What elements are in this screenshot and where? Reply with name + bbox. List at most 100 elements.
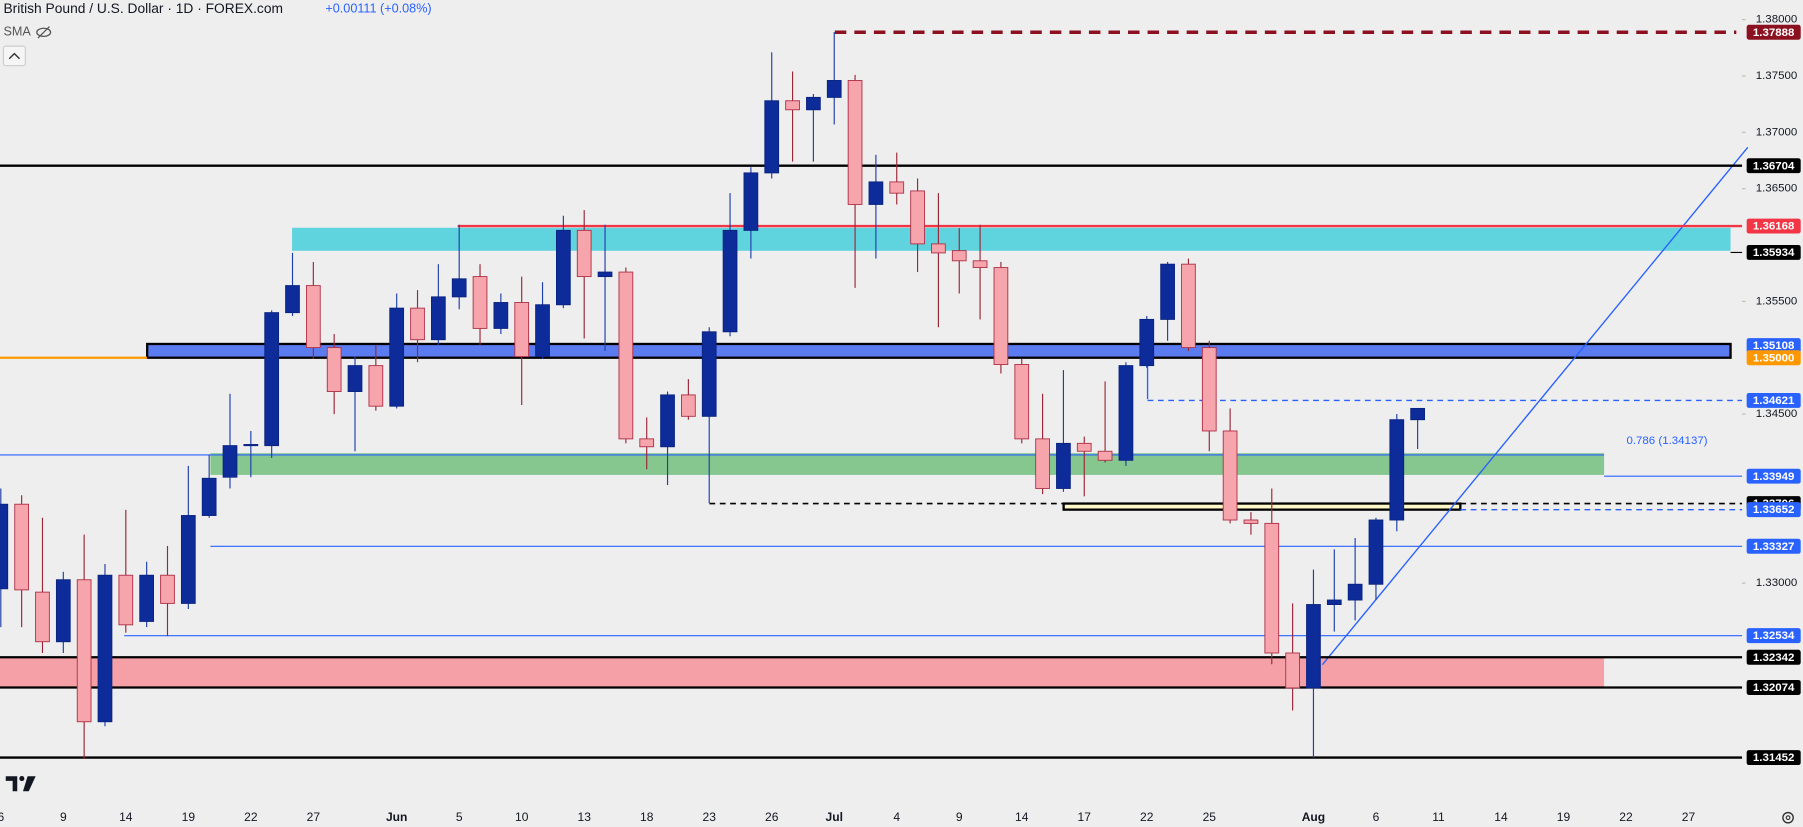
level-label-box	[1746, 468, 1801, 484]
level-label-box	[1746, 502, 1801, 518]
level-label-box	[1746, 218, 1801, 234]
candle-body	[180, 515, 196, 604]
level-label: 1.32342	[1753, 652, 1795, 664]
y-tick-label: 1.37500	[1756, 70, 1798, 82]
level-label-box	[1746, 750, 1801, 766]
candle-body	[1285, 652, 1300, 689]
candle-body	[347, 365, 363, 392]
level-label: 1.33949	[1753, 471, 1795, 483]
lines: 0.786 (1.34137)	[0, 30, 1749, 759]
settings-icon[interactable]	[1782, 811, 1794, 824]
x-tick-label: 22	[1140, 810, 1154, 824]
level-label-box	[1746, 350, 1801, 366]
x-tick-label: 26	[765, 810, 779, 824]
candle-body	[535, 304, 550, 358]
candle-body	[430, 296, 446, 341]
candle-body	[389, 307, 405, 407]
level-label: 1.33652	[1753, 504, 1795, 516]
indicator-name[interactable]: SMA	[3, 25, 31, 39]
level-label-box	[1746, 158, 1801, 174]
candle-body	[576, 229, 592, 278]
candle-body	[806, 96, 821, 111]
eye-icon[interactable]	[36, 26, 52, 39]
level-label-box	[1746, 649, 1801, 665]
candle-body	[889, 181, 905, 194]
x-tick-label: 9	[956, 810, 963, 824]
zone	[1062, 502, 1462, 511]
candle-body	[847, 80, 863, 205]
candle-body	[660, 394, 675, 448]
candle-body	[1222, 430, 1238, 521]
candle-body	[972, 260, 988, 269]
trendline	[1321, 146, 1749, 666]
candle-body	[1201, 347, 1217, 432]
y-tick-label: 1.34500	[1756, 408, 1798, 420]
candle-body	[1035, 438, 1050, 489]
candles	[0, 32, 1425, 759]
candle-body	[118, 574, 134, 626]
zone	[146, 342, 1732, 359]
candle-body	[1389, 419, 1405, 521]
x-tick-label: 17	[1078, 810, 1092, 824]
x-tick-label: 9	[60, 810, 67, 824]
x-tick-label: Jun	[386, 810, 407, 824]
level-label: 1.35108	[1753, 340, 1795, 352]
x-tick-label: 18	[640, 810, 654, 824]
candle-body	[14, 503, 29, 591]
x-tick-label: 19	[182, 810, 196, 824]
candle-body	[743, 172, 759, 231]
candle-body	[722, 229, 738, 333]
candle-body	[451, 278, 467, 298]
candle-body	[785, 100, 800, 111]
candle-body	[1076, 442, 1092, 452]
price-change: +0.00111 (+0.08%)	[325, 2, 431, 16]
candle-body	[97, 574, 113, 723]
collapse-button[interactable]	[2, 45, 26, 67]
candle-body	[76, 579, 92, 723]
tradingview-logo	[5, 776, 36, 792]
candle-body	[139, 574, 155, 622]
candle-body	[993, 267, 1009, 365]
candle-body	[931, 243, 946, 254]
candle-body	[285, 285, 300, 314]
candle-body	[951, 250, 967, 262]
candle-body	[1410, 407, 1425, 421]
level-label: 1.35934	[1753, 247, 1795, 259]
level-label: 1.33327	[1753, 541, 1795, 553]
x-tick-label: 6	[1373, 810, 1380, 824]
x-tick-label: 6	[0, 810, 4, 824]
fib-label: 0.786 (1.34137)	[1626, 435, 1707, 447]
candle-body	[826, 80, 842, 98]
zone	[292, 227, 1731, 251]
candle-body	[1160, 263, 1175, 320]
candle-body	[1118, 365, 1134, 461]
y-tick-label: 1.33000	[1756, 577, 1798, 589]
x-tick-label: 27	[1682, 810, 1696, 824]
candle-body	[910, 190, 925, 245]
candle-body	[0, 503, 9, 590]
level-label: 1.31452	[1753, 752, 1795, 764]
candle-body	[201, 477, 217, 516]
x-tick-label: 22	[244, 810, 258, 824]
x-tick-label: 11	[1432, 810, 1445, 824]
x-tick-label: Jul	[826, 810, 843, 824]
x-tick-label: 14	[119, 810, 133, 824]
candle-body	[160, 574, 175, 604]
level-label: 1.35000	[1753, 352, 1795, 364]
candle-body	[493, 302, 509, 329]
zone	[0, 657, 1605, 688]
level-label-box	[1746, 680, 1801, 695]
level-label-box	[1746, 628, 1801, 644]
level-label: 1.34621	[1753, 395, 1795, 407]
x-tick-label: 4	[893, 810, 900, 824]
candle-body	[1264, 522, 1280, 654]
x-tick-label: 14	[1015, 810, 1029, 824]
zone	[210, 453, 1605, 475]
candle-body	[868, 181, 884, 205]
level-label: 1.36168	[1753, 221, 1795, 233]
candle-body	[1139, 318, 1155, 367]
x-tick-label: 25	[1203, 810, 1217, 824]
x-tick-label: 13	[577, 810, 591, 824]
